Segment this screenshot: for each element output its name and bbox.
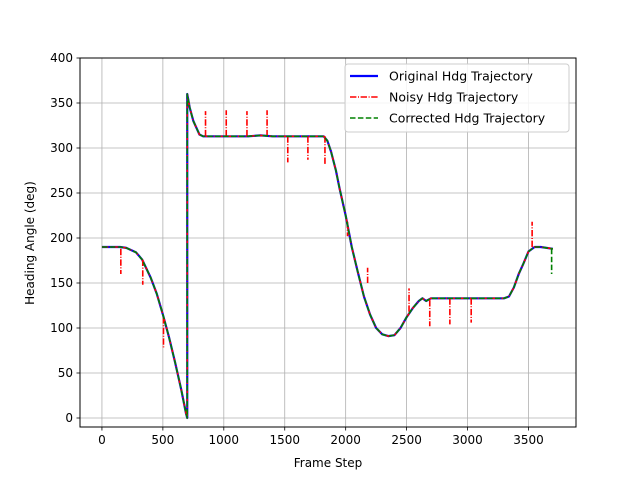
x-tick-label: 3000 (452, 433, 483, 447)
legend-label: Corrected Hdg Trajectory (389, 111, 546, 126)
x-tick-label: 2500 (391, 433, 422, 447)
y-tick-label: 0 (65, 411, 73, 425)
x-tick-label: 1500 (269, 433, 300, 447)
y-tick-label: 250 (50, 186, 73, 200)
x-tick-label: 0 (98, 433, 106, 447)
x-tick-label: 2000 (330, 433, 361, 447)
x-tick-label: 3500 (513, 433, 544, 447)
y-axis-label: Heading Angle (deg) (23, 181, 37, 305)
series-line-3 (102, 94, 553, 418)
y-tick-label: 100 (50, 321, 73, 335)
y-tick-label: 400 (50, 51, 73, 65)
legend-label: Original Hdg Trajectory (389, 69, 533, 84)
y-tick-label: 350 (50, 96, 73, 110)
x-axis-label: Frame Step (294, 456, 363, 470)
x-tick-label: 500 (151, 433, 174, 447)
series-layer (102, 94, 553, 418)
legend-label: Noisy Hdg Trajectory (389, 90, 519, 105)
x-tick-label: 1000 (209, 433, 240, 447)
y-tick-label: 300 (50, 141, 73, 155)
legend: Original Hdg Trajectory Noisy Hdg Traject… (345, 64, 569, 132)
y-tick-label: 200 (50, 231, 73, 245)
y-tick-label: 50 (58, 366, 73, 380)
y-tick-label: 150 (50, 276, 73, 290)
